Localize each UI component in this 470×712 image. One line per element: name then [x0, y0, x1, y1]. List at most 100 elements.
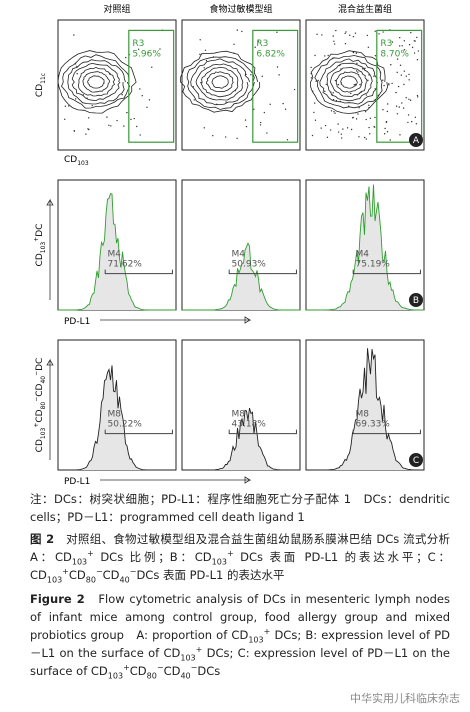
histogram	[58, 365, 176, 471]
event-dot	[357, 113, 359, 115]
text-part: −	[129, 567, 137, 577]
event-dot	[330, 91, 332, 93]
event-dot	[82, 94, 84, 96]
event-dot	[398, 36, 401, 39]
event-dot	[245, 73, 247, 76]
contour	[340, 75, 358, 89]
marker-bracket	[228, 429, 297, 435]
event-dot	[388, 83, 390, 85]
event-dot	[276, 66, 279, 68]
event-dot	[204, 49, 207, 51]
event-dot	[367, 79, 369, 82]
event-dot	[337, 131, 340, 133]
text-part: −	[156, 663, 164, 673]
column-title: 食物过敏模型组	[209, 3, 272, 15]
event-dot	[368, 126, 370, 129]
event-dot	[383, 84, 385, 87]
event-dot	[332, 92, 334, 94]
label-part: 103	[40, 427, 47, 439]
label-part: 103	[77, 160, 89, 167]
event-dot	[383, 133, 386, 135]
label-part: 40	[40, 376, 47, 384]
event-dot	[374, 55, 377, 57]
text-part: CD	[163, 664, 181, 678]
event-dot	[216, 103, 218, 106]
event-dot	[109, 72, 111, 75]
event-dot	[403, 70, 406, 72]
event-dot	[409, 99, 412, 101]
event-dot	[310, 72, 312, 75]
text-part: DCs 表面 PD-L1 的表达水平；C：CD	[30, 550, 450, 582]
event-dot	[386, 103, 389, 105]
contour	[180, 50, 261, 113]
event-dot	[408, 79, 410, 81]
event-dot	[233, 52, 235, 54]
event-dot	[253, 108, 255, 111]
text-part: −	[190, 663, 198, 673]
event-dot	[403, 40, 406, 42]
event-dot	[377, 94, 380, 97]
event-dot	[340, 133, 343, 135]
axis-arrow	[100, 476, 252, 484]
event-dot	[390, 64, 392, 66]
text-part: 103	[248, 635, 264, 645]
event-dot	[257, 40, 260, 42]
contour	[310, 50, 389, 114]
event-dot	[401, 45, 403, 47]
marker-percent: 50.93%	[232, 260, 267, 270]
event-dot	[199, 53, 201, 56]
contour	[87, 75, 105, 89]
event-dot	[388, 84, 390, 86]
event-dot	[374, 99, 376, 101]
text-part: +	[226, 549, 234, 559]
event-dot	[365, 94, 368, 96]
event-dot	[344, 32, 346, 35]
event-dot	[391, 82, 393, 85]
event-dot	[344, 42, 347, 45]
event-dot	[126, 111, 128, 114]
event-dot	[106, 116, 108, 118]
event-dot	[320, 127, 322, 129]
event-dot	[369, 133, 371, 135]
marker-name: M8	[232, 410, 246, 420]
event-dot	[416, 36, 418, 39]
event-dot	[325, 83, 327, 86]
event-dot	[326, 136, 329, 139]
event-dot	[315, 80, 317, 82]
marker-bracket	[104, 269, 173, 275]
event-dot	[332, 98, 335, 101]
event-dot	[354, 83, 357, 86]
event-dot	[374, 116, 376, 119]
event-dot	[411, 46, 414, 49]
label-part: CD	[35, 409, 45, 422]
event-dot	[125, 56, 127, 59]
gate-name: R3	[256, 39, 268, 49]
histogram	[58, 193, 176, 311]
event-dot	[324, 90, 326, 93]
axis-arrow	[46, 198, 54, 300]
event-dot	[411, 120, 413, 123]
event-dot	[358, 107, 360, 109]
panel-letter: C	[413, 456, 419, 466]
column-title: 混合益生菌组	[338, 3, 392, 15]
contour	[190, 58, 250, 106]
event-dot	[334, 79, 337, 82]
text-part: +	[123, 663, 130, 673]
event-dot	[324, 124, 327, 127]
axis-label: CD11c	[35, 73, 47, 97]
event-dot	[317, 79, 319, 82]
axis-label: PD-L1	[64, 477, 90, 487]
axis-label: CD103	[64, 155, 89, 167]
gate-name: R3	[132, 39, 144, 49]
event-dot	[331, 93, 333, 96]
event-dot	[398, 45, 401, 47]
text-part: 80	[85, 575, 96, 585]
event-dot	[378, 33, 380, 35]
event-dot	[357, 71, 359, 73]
event-dot	[395, 105, 398, 107]
marker-bracket	[228, 269, 297, 275]
event-dot	[345, 31, 347, 33]
event-dot	[369, 117, 372, 119]
event-dot	[368, 106, 370, 109]
event-dot	[416, 59, 419, 61]
